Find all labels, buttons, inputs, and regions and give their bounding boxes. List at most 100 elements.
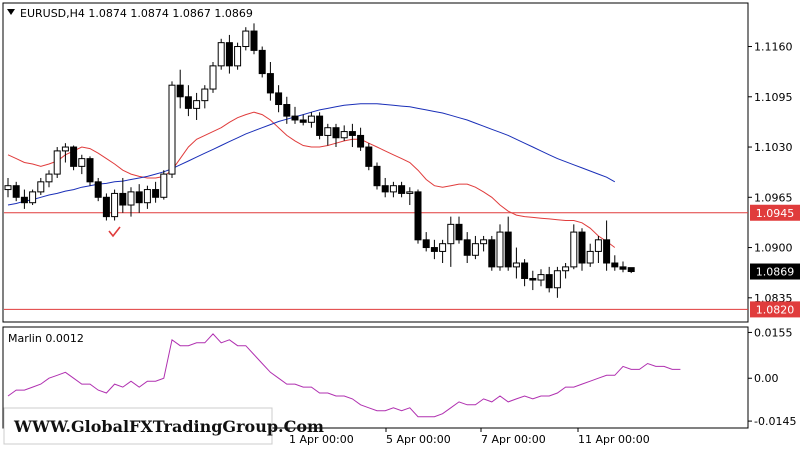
candle-body xyxy=(135,191,143,204)
candle-body xyxy=(193,100,201,109)
candle-body xyxy=(594,239,602,252)
candle-body xyxy=(4,185,12,191)
candle-body xyxy=(389,185,397,193)
price-tick-label: 1.0965 xyxy=(754,191,793,204)
candle-body xyxy=(562,266,570,272)
price-tick-label: 1.1095 xyxy=(754,91,793,104)
candle-body xyxy=(357,134,365,148)
candle-body xyxy=(176,84,184,98)
candle-body xyxy=(275,92,283,106)
candle-body xyxy=(242,30,250,48)
candle-body xyxy=(119,192,127,206)
candle-body xyxy=(209,65,217,90)
level-tag-label: 1.0945 xyxy=(756,207,795,220)
candle-body xyxy=(45,173,53,183)
candle-body xyxy=(168,84,176,175)
candle-body xyxy=(291,115,299,121)
candle-body xyxy=(463,239,471,256)
marlin-indicator xyxy=(7,333,681,418)
price-panel[interactable] xyxy=(2,2,749,323)
marlin-line xyxy=(7,333,681,418)
moving-averages xyxy=(7,103,616,248)
blue-moving-average xyxy=(7,103,616,206)
symbol-info: EURUSD,H4 1.0874 1.0874 1.0867 1.0869 xyxy=(20,7,253,20)
candle-body xyxy=(488,239,496,268)
red-moving-average xyxy=(7,111,616,248)
candle-body xyxy=(299,119,307,123)
candle-body xyxy=(340,131,348,139)
candle-body xyxy=(439,243,447,252)
candle-body xyxy=(234,46,242,67)
current-price-tag: 1.0869 xyxy=(750,263,800,280)
level-tag xyxy=(750,301,800,318)
candle-body xyxy=(70,146,78,167)
candle-body xyxy=(603,239,611,264)
candle-body xyxy=(152,189,160,198)
candle-body xyxy=(521,262,529,279)
candle-body xyxy=(627,267,635,273)
candle-body xyxy=(250,30,258,51)
level-tag xyxy=(750,204,800,221)
candle-body xyxy=(496,231,504,268)
watermark-text: WWW.GlobalFXTradingGroup.Com xyxy=(13,417,324,436)
candle-body xyxy=(430,247,438,252)
candle-body xyxy=(398,185,406,194)
candlesticks xyxy=(4,23,635,298)
candle-body xyxy=(20,196,28,204)
candle-body xyxy=(324,127,332,136)
indicator-tick-label: -0.0145 xyxy=(754,415,796,428)
price-tick-label: 1.1160 xyxy=(754,41,793,54)
current-price-label: 1.0869 xyxy=(756,266,795,279)
candle-body xyxy=(570,231,578,268)
price-tick-label: 1.1030 xyxy=(754,141,793,154)
checkmark-icon xyxy=(108,226,121,238)
chart-menu-icon[interactable] xyxy=(7,9,15,15)
candle-body xyxy=(586,250,594,264)
candle-body xyxy=(455,223,463,241)
indicator-label: Marlin 0.0012 xyxy=(8,332,84,345)
candle-body xyxy=(480,239,488,245)
candle-body xyxy=(553,270,561,289)
candle-body xyxy=(365,146,373,167)
candle-body xyxy=(283,104,291,117)
candle-body xyxy=(217,42,225,67)
candle-body xyxy=(611,262,619,268)
horizontal-levels: 1.0945 1.0820 xyxy=(4,204,800,318)
candle-body xyxy=(512,262,520,268)
time-tick-label: 11 Apr 00:00 xyxy=(578,433,650,446)
candle-body xyxy=(381,185,389,193)
candle-body xyxy=(422,239,430,249)
candle-body xyxy=(619,266,627,270)
indicator-tick-label: 0.00 xyxy=(754,372,779,385)
candle-body xyxy=(160,173,168,198)
candle-body xyxy=(266,73,274,94)
candle-body xyxy=(529,277,537,281)
price-tick-label: 1.0900 xyxy=(754,242,793,255)
candle-body xyxy=(225,42,233,67)
candle-body xyxy=(578,231,586,264)
candle-body xyxy=(537,274,545,281)
candle-body xyxy=(37,181,45,193)
candle-body xyxy=(332,127,340,139)
candle-body xyxy=(94,181,102,198)
candle-body xyxy=(258,49,266,75)
candle-body xyxy=(406,191,414,194)
candle-body xyxy=(504,231,512,268)
candle-body xyxy=(184,96,192,109)
candle-body xyxy=(545,274,553,289)
candle-body xyxy=(12,185,20,198)
candle-body xyxy=(143,189,151,204)
candle-body xyxy=(373,165,381,187)
candle-body xyxy=(316,115,324,136)
level-tag-label: 1.0820 xyxy=(756,303,795,316)
candle-body xyxy=(447,223,455,245)
time-axis: 1 Apr 00:00 5 Apr 00:00 7 Apr 00:00 11 Apr … xyxy=(288,428,650,446)
candle-body xyxy=(111,192,119,218)
candle-body xyxy=(414,191,422,241)
candle-body xyxy=(471,243,479,256)
candle-body xyxy=(348,131,356,136)
time-tick-label: 1 Apr 00:00 xyxy=(289,433,354,446)
candle-body xyxy=(127,191,135,206)
candle-body xyxy=(53,150,61,175)
